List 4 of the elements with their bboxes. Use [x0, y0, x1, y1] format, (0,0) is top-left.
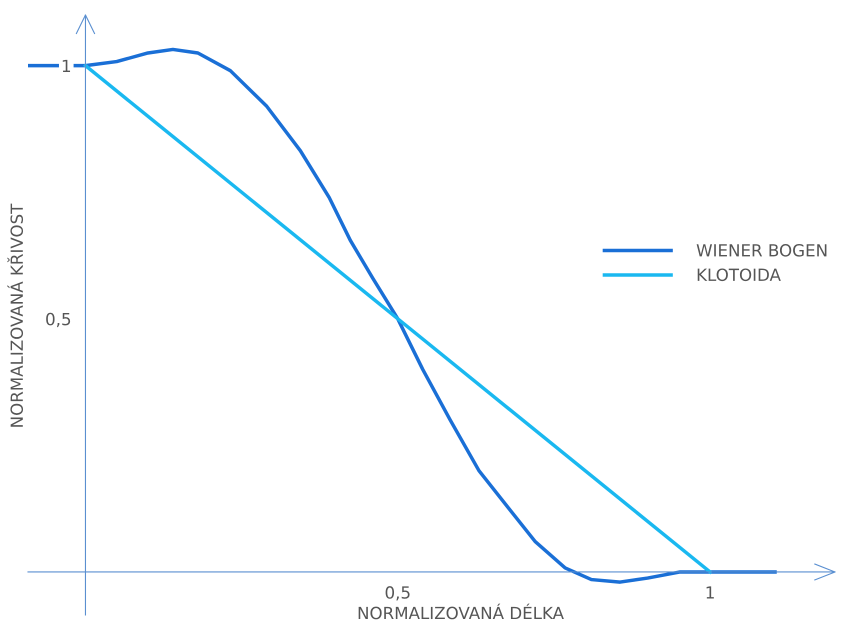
legend-label: KLOTOIDA [698, 268, 781, 282]
x-axis-title: NORMALIZOVANÁ DÉLKA [358, 604, 564, 620]
legend-label: WIENER BOGEN [696, 244, 826, 257]
y-axis-title: NORMALIZOVANÁ KŘIVOST [7, 204, 24, 427]
